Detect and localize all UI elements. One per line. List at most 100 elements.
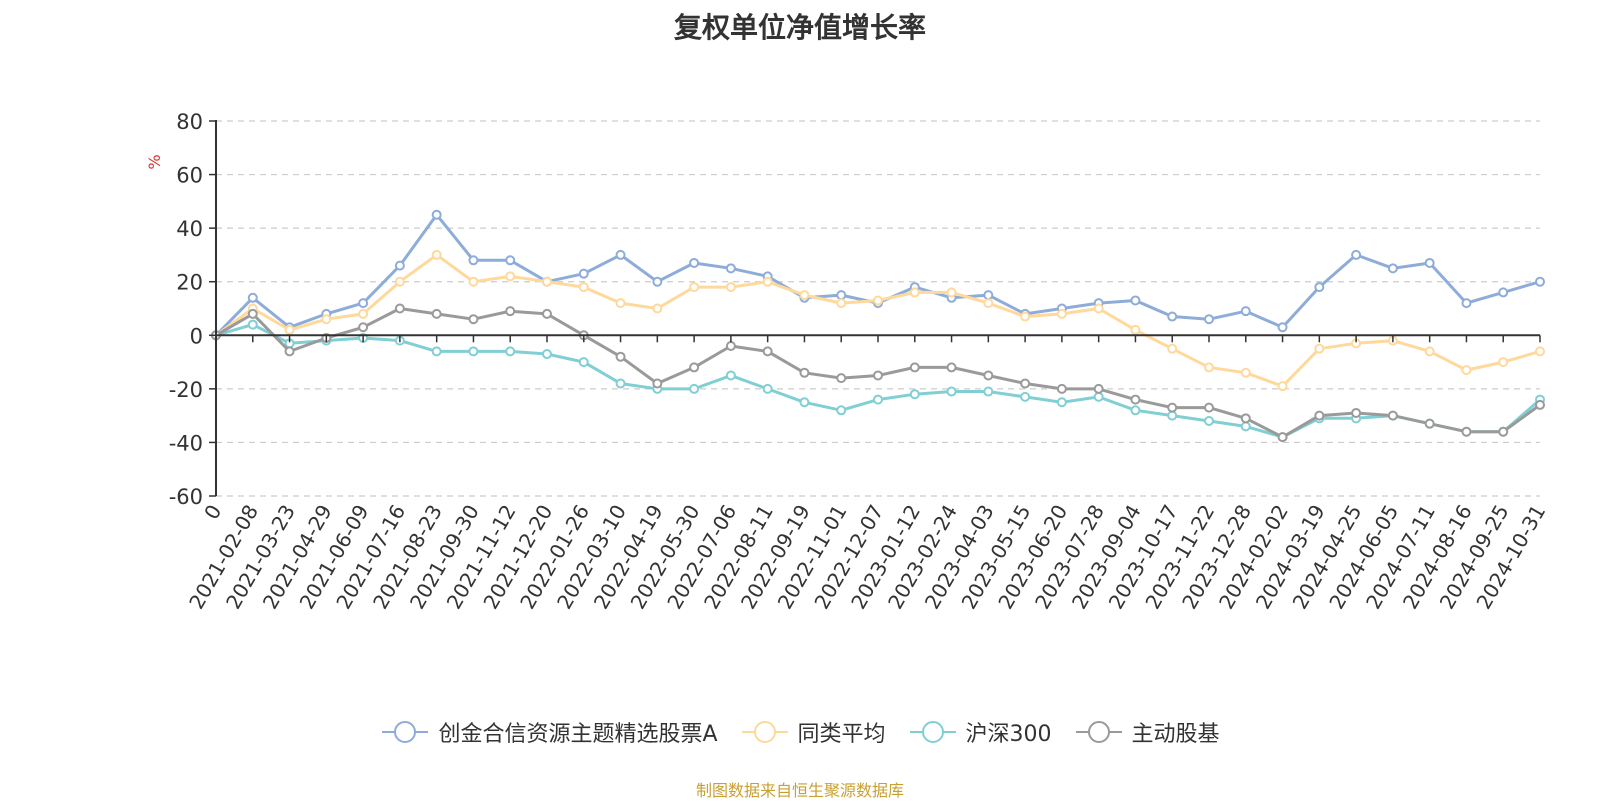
data-point[interactable] [652,378,663,389]
data-point[interactable] [394,303,405,314]
data-point[interactable] [1204,362,1214,373]
data-point[interactable] [1130,324,1141,335]
data-point[interactable] [652,276,663,287]
data-point[interactable] [431,209,442,220]
data-point[interactable] [615,351,626,362]
legend-item[interactable]: 沪深300 [908,716,1052,748]
data-point[interactable] [1056,308,1067,319]
data-point[interactable] [689,282,700,293]
data-point[interactable] [725,341,736,351]
data-point[interactable] [946,287,957,298]
series-line[interactable] [214,213,1542,337]
data-point[interactable] [431,308,442,319]
data-point[interactable] [1240,306,1251,317]
data-point[interactable] [542,308,552,319]
data-point[interactable] [1130,394,1141,405]
data-point[interactable] [725,370,736,381]
data-point[interactable] [1093,391,1104,402]
data-point[interactable] [321,314,332,325]
data-point[interactable] [1093,383,1104,394]
data-point[interactable] [1240,367,1251,378]
data-point[interactable] [1314,282,1325,293]
data-point[interactable] [505,271,516,282]
data-point[interactable] [909,362,920,373]
data-point[interactable] [578,282,589,293]
data-point[interactable] [983,386,994,397]
data-point[interactable] [1167,410,1178,421]
data-point[interactable] [873,394,883,405]
data-point[interactable] [468,255,479,266]
data-point[interactable] [836,405,847,416]
data-point[interactable] [358,308,369,319]
data-point[interactable] [1461,365,1472,376]
data-point[interactable] [1498,426,1509,437]
data-point[interactable] [689,383,700,394]
data-point[interactable] [1204,314,1214,325]
data-point[interactable] [983,290,994,301]
data-point[interactable] [836,298,847,309]
data-point[interactable] [689,362,700,373]
data-point[interactable] [762,276,773,287]
data-point[interactable] [542,349,552,360]
data-point[interactable] [578,357,589,368]
data-point[interactable] [1314,410,1325,421]
data-point[interactable] [468,346,479,357]
data-point[interactable] [762,383,773,394]
data-point[interactable] [394,260,405,271]
data-point[interactable] [1387,263,1398,274]
data-point[interactable] [1424,346,1435,357]
data-point[interactable] [946,362,957,373]
data-point[interactable] [946,386,957,397]
data-point[interactable] [799,290,810,301]
data-point[interactable] [505,255,516,266]
data-point[interactable] [1461,426,1472,437]
data-point[interactable] [1424,257,1435,268]
legend-item[interactable]: 同类平均 [740,716,886,748]
data-point[interactable] [836,290,847,301]
data-point[interactable] [615,249,626,260]
data-point[interactable] [909,287,920,298]
data-point[interactable] [1056,383,1067,394]
legend-item[interactable]: 主动股基 [1074,716,1220,748]
legend-item[interactable]: 创金合信资源主题精选股票A [380,716,718,748]
data-point[interactable] [505,346,516,357]
data-point[interactable] [1167,343,1178,354]
data-point[interactable] [1535,399,1545,410]
data-point[interactable] [394,276,405,287]
data-point[interactable] [1535,346,1545,357]
data-point[interactable] [1093,303,1104,314]
data-point[interactable] [1130,405,1141,416]
data-point[interactable] [725,263,736,274]
data-point[interactable] [615,298,626,309]
series-line[interactable] [214,253,1542,388]
data-point[interactable] [247,308,258,319]
data-point[interactable] [1277,381,1288,392]
data-point[interactable] [1204,416,1214,426]
data-point[interactable] [983,298,994,309]
data-point[interactable] [1277,322,1288,333]
data-point[interactable] [689,257,700,268]
data-point[interactable] [1020,378,1031,389]
data-point[interactable] [725,282,736,293]
data-point[interactable] [1240,413,1251,424]
data-point[interactable] [799,367,810,378]
data-point[interactable] [1314,343,1325,354]
data-point[interactable] [247,319,258,330]
data-point[interactable] [1351,407,1362,418]
data-point[interactable] [1351,249,1362,260]
data-point[interactable] [1535,276,1545,287]
data-point[interactable] [284,346,295,357]
data-point[interactable] [1387,410,1398,421]
data-point[interactable] [1167,402,1178,413]
data-point[interactable] [836,373,847,384]
data-point[interactable] [762,346,773,357]
data-point[interactable] [431,346,442,357]
data-point[interactable] [1277,432,1288,443]
data-point[interactable] [358,298,369,309]
data-point[interactable] [1056,397,1067,408]
data-point[interactable] [358,322,369,333]
data-point[interactable] [431,249,442,260]
data-point[interactable] [909,389,920,400]
data-point[interactable] [1020,391,1031,402]
data-point[interactable] [1204,402,1214,413]
